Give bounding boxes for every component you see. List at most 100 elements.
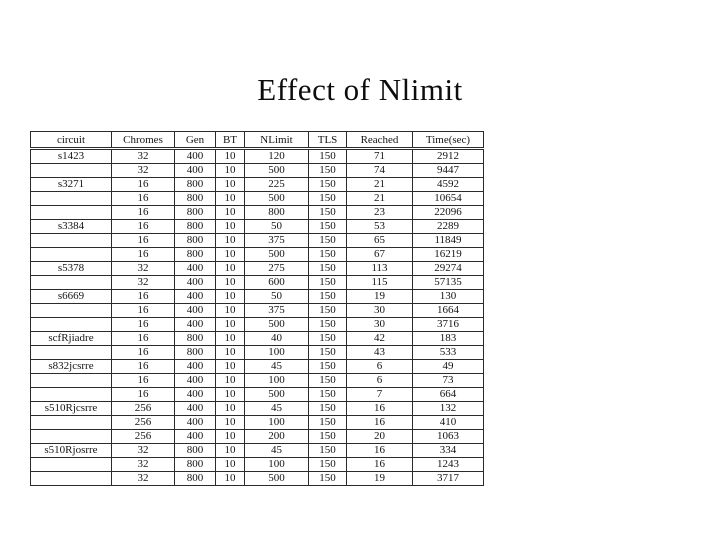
- table-cell: 42: [346, 331, 413, 346]
- table-cell: 150: [308, 373, 347, 388]
- table-cell: [30, 205, 112, 220]
- table-cell: 45: [244, 443, 309, 458]
- table-cell: 400: [174, 163, 216, 178]
- table-cell: 45: [244, 401, 309, 416]
- table-cell: 150: [308, 148, 347, 164]
- table-cell: 7: [346, 387, 413, 402]
- table-cell: 150: [308, 457, 347, 472]
- table-row: 256 400 10 200 150 20 1063: [30, 429, 484, 444]
- table-cell: 132: [412, 401, 484, 416]
- table-header-row: circuit Chromes Gen BT NLimit TLS Reached Time(…: [30, 131, 484, 150]
- table-cell: 800: [174, 331, 216, 346]
- table-row: s3384 16 800 10 50 150 53 2289: [30, 219, 484, 234]
- table-cell: 800: [174, 177, 216, 192]
- table-cell: 10: [215, 177, 245, 192]
- table-cell: 10: [215, 415, 245, 430]
- table-cell: 800: [174, 443, 216, 458]
- table-cell: 32: [111, 163, 175, 178]
- table-cell: 50: [244, 219, 309, 234]
- table-row: 16 800 10 375 150 65 11849: [30, 233, 484, 248]
- table-cell: [30, 415, 112, 430]
- table-cell: 32: [111, 471, 175, 486]
- table-cell: 400: [174, 373, 216, 388]
- table-cell: 10: [215, 345, 245, 360]
- table-cell: 800: [174, 345, 216, 360]
- table-cell: 16: [346, 457, 413, 472]
- table-cell: 256: [111, 401, 175, 416]
- table-cell: 16: [111, 387, 175, 402]
- table-cell: 10: [215, 219, 245, 234]
- table-cell: 43: [346, 345, 413, 360]
- table-cell: 6: [346, 359, 413, 374]
- table-cell: 16: [111, 191, 175, 206]
- table-cell: 10: [215, 317, 245, 332]
- table-cell: 150: [308, 429, 347, 444]
- table-cell: 21: [346, 177, 413, 192]
- table-cell: 500: [244, 163, 309, 178]
- table-cell: 10: [215, 471, 245, 486]
- table-cell: [30, 275, 112, 290]
- table-cell: 400: [174, 289, 216, 304]
- table-cell: 10: [215, 261, 245, 276]
- table-cell: 16: [111, 359, 175, 374]
- table-cell: 400: [174, 401, 216, 416]
- table-cell: 16219: [412, 247, 484, 262]
- table-cell: 150: [308, 275, 347, 290]
- table-cell: s3384: [30, 219, 112, 234]
- column-header: NLimit: [244, 131, 309, 150]
- table-row: 32 800 10 500 150 19 3717: [30, 471, 484, 486]
- table-cell: 800: [174, 219, 216, 234]
- table-cell: 150: [308, 331, 347, 346]
- table-cell: 120: [244, 148, 309, 164]
- table-cell: 50: [244, 289, 309, 304]
- table-cell: 500: [244, 317, 309, 332]
- table-cell: [30, 303, 112, 318]
- table-cell: 150: [308, 261, 347, 276]
- table-cell: 2912: [412, 148, 484, 164]
- table-cell: 150: [308, 205, 347, 220]
- column-header: circuit: [30, 131, 112, 150]
- table-row: 256 400 10 100 150 16 410: [30, 415, 484, 430]
- table-cell: 100: [244, 415, 309, 430]
- table-cell: 40: [244, 331, 309, 346]
- table-row: 16 400 10 500 150 30 3716: [30, 317, 484, 332]
- table-cell: 11849: [412, 233, 484, 248]
- table-cell: 10: [215, 331, 245, 346]
- table-cell: 16: [111, 303, 175, 318]
- table-cell: 150: [308, 443, 347, 458]
- table-head: circuit Chromes Gen BT NLimit TLS Reached Time(…: [30, 131, 484, 150]
- nlimit-results-table: circuit Chromes Gen BT NLimit TLS Reached Time(…: [30, 131, 484, 486]
- table-cell: 1664: [412, 303, 484, 318]
- table-cell: 150: [308, 401, 347, 416]
- table-cell: 16: [111, 247, 175, 262]
- table-cell: 21: [346, 191, 413, 206]
- table-cell: 100: [244, 345, 309, 360]
- table-cell: 3716: [412, 317, 484, 332]
- table-cell: 16: [111, 219, 175, 234]
- table-cell: 65: [346, 233, 413, 248]
- table-row: s5378 32 400 10 275 150 113 29274: [30, 261, 484, 276]
- table-cell: 500: [244, 471, 309, 486]
- table-cell: [30, 345, 112, 360]
- table-cell: 410: [412, 415, 484, 430]
- table-cell: 150: [308, 345, 347, 360]
- table-cell: 16: [111, 331, 175, 346]
- table-cell: s6669: [30, 289, 112, 304]
- table-cell: scfRjiadre: [30, 331, 112, 346]
- table-cell: 16: [346, 443, 413, 458]
- table-row: 16 800 10 800 150 23 22096: [30, 205, 484, 220]
- table-cell: 800: [174, 247, 216, 262]
- table-cell: 10654: [412, 191, 484, 206]
- table-cell: 16: [111, 177, 175, 192]
- table-cell: 16: [111, 345, 175, 360]
- table-cell: 400: [174, 429, 216, 444]
- table-cell: 9447: [412, 163, 484, 178]
- table-cell: 23: [346, 205, 413, 220]
- table-cell: 49: [412, 359, 484, 374]
- table-cell: 32: [111, 275, 175, 290]
- table-cell: 664: [412, 387, 484, 402]
- table-cell: 130: [412, 289, 484, 304]
- table-cell: s5378: [30, 261, 112, 276]
- table-cell: 150: [308, 247, 347, 262]
- table-cell: 113: [346, 261, 413, 276]
